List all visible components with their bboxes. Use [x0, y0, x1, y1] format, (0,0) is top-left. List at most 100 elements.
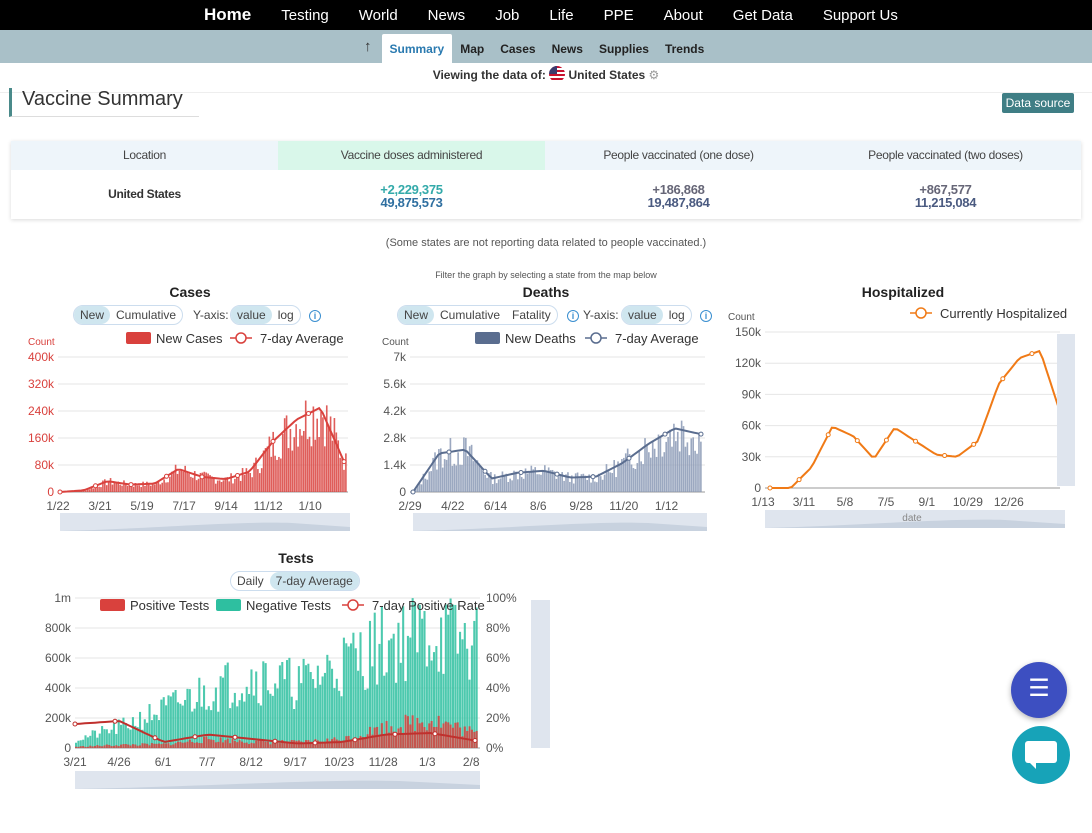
positive-tests-bar [221, 742, 225, 748]
new-deaths-bar [565, 474, 567, 492]
viewing-location[interactable]: United States [568, 68, 646, 82]
tab-summary[interactable]: Summary [381, 34, 453, 63]
nav-life[interactable]: Life [549, 6, 574, 24]
y-tick-label: 80k [35, 458, 55, 472]
gear-icon[interactable]: ⚙ [648, 68, 660, 82]
header-location: Location [123, 148, 166, 162]
legend-new-deaths-swatch [475, 332, 500, 344]
vaccine-summary-table: Location Vaccine doses administered Peop… [11, 141, 1081, 219]
positive-tests-bar [366, 734, 369, 748]
new-deaths-bar [675, 441, 677, 492]
negative-tests-bar [193, 708, 196, 748]
nav-about[interactable]: About [663, 6, 703, 24]
cases-yaxis-label: Y-axis: [193, 308, 229, 322]
new-deaths-bar [443, 459, 446, 492]
deaths-fatality-info-icon[interactable]: i [567, 310, 579, 322]
negative-tests-bar [349, 643, 353, 748]
cases-value-option[interactable]: value [231, 306, 272, 324]
legend-positive-tests-swatch [100, 599, 125, 611]
x-tick-label: 7/7 [199, 755, 216, 769]
cases-log-option[interactable]: log [277, 308, 294, 322]
cases-info-icon[interactable]: i [309, 310, 321, 322]
arrow-up-icon[interactable]: ↑ [364, 38, 372, 55]
new-deaths-bar [465, 437, 467, 492]
deaths-new-option[interactable]: New [398, 306, 435, 324]
negative-tests-bar [425, 666, 428, 748]
new-cases-bar [283, 418, 286, 492]
data-source-button[interactable]: Data source [1002, 93, 1074, 113]
new-cases-bar [86, 489, 89, 492]
new-cases-bar [232, 483, 234, 492]
positive-tests-bar [186, 741, 189, 748]
new-deaths-bar [655, 456, 658, 492]
new-deaths-bar [580, 474, 583, 492]
tab-trends[interactable]: Trends [664, 42, 705, 56]
nav-ppe[interactable]: PPE [603, 6, 634, 24]
hospitalized-line-point [767, 485, 773, 491]
positive-tests-bar [430, 720, 433, 748]
negative-tests-bar [463, 622, 466, 748]
tab-cases[interactable]: Cases [500, 42, 536, 56]
positive-tests-bar [399, 727, 402, 748]
new-cases-bar [258, 473, 261, 492]
deaths-fatality-option[interactable]: Fatality [512, 308, 551, 322]
tests-daily-option[interactable]: Daily [237, 574, 264, 588]
tab-news[interactable]: News [551, 42, 583, 56]
negative-tests-bar [153, 714, 156, 748]
tab-map[interactable]: Map [460, 42, 485, 56]
new-cases-bar [264, 448, 267, 492]
nav-testing[interactable]: Testing [281, 6, 329, 24]
tests-mode-toggle: Daily 7-day Average [230, 571, 360, 591]
deaths-value-option[interactable]: value [622, 306, 663, 324]
new-deaths-bar [432, 457, 434, 492]
new-deaths-bar [574, 473, 577, 492]
menu-fab-button[interactable]: ☰ [1011, 662, 1067, 718]
nav-world[interactable]: World [358, 6, 398, 24]
new-deaths-bar [486, 477, 488, 492]
new-deaths-bar [470, 444, 473, 492]
nav-job[interactable]: Job [495, 6, 520, 24]
negative-tests-bar [378, 643, 381, 748]
positive-tests-bar [404, 714, 407, 748]
nav-news[interactable]: News [427, 6, 466, 24]
deaths-cumulative-option[interactable]: Cumulative [440, 308, 501, 322]
positive-tests-bar [463, 726, 466, 748]
positive-tests-bar [418, 723, 421, 748]
cases-new-option[interactable]: New [74, 306, 111, 324]
positive-tests-bar [124, 744, 127, 748]
deaths-log-option[interactable]: log [668, 308, 685, 322]
positive-rate-line-point [392, 731, 398, 737]
negative-tests-bar [188, 689, 191, 748]
y2-tick-label: 0% [486, 741, 504, 755]
nav-home[interactable]: Home [204, 5, 252, 24]
hospitalized-line-point [883, 437, 889, 443]
negative-tests-bar [442, 673, 445, 748]
negative-tests-bar [283, 679, 286, 748]
new-cases-bar [192, 477, 194, 492]
chat-fab-button[interactable] [1012, 726, 1070, 784]
new-deaths-bar [453, 463, 456, 492]
negative-tests-bar [195, 701, 198, 748]
deaths-info-icon[interactable]: i [700, 310, 712, 322]
tab-supplies[interactable]: Supplies [598, 42, 649, 56]
nav-get-data[interactable]: Get Data [732, 6, 793, 24]
tests-avg-option[interactable]: 7-day Average [269, 572, 359, 590]
new-cases-bar [335, 432, 338, 492]
new-cases-bar [169, 476, 171, 492]
nav-support-us[interactable]: Support Us [822, 6, 898, 24]
new-cases-bar [343, 469, 345, 492]
cases-cumulative-option[interactable]: Cumulative [116, 308, 177, 322]
negative-tests-bar [198, 677, 201, 748]
negative-tests-bar [402, 606, 405, 748]
x-tick-label: 1/3 [419, 755, 436, 769]
negative-tests-bar [300, 683, 303, 748]
positive-tests-bar [224, 740, 227, 748]
x-tick-label: 11/20 [609, 499, 638, 513]
new-cases-bar [236, 475, 238, 492]
new-deaths-bar [603, 474, 606, 492]
negative-tests-bar [454, 604, 457, 748]
new-deaths-bar [578, 478, 581, 492]
positive-rate-line-point [152, 735, 158, 741]
positive-tests-bar [281, 740, 284, 748]
new-deaths-bar [491, 484, 494, 492]
